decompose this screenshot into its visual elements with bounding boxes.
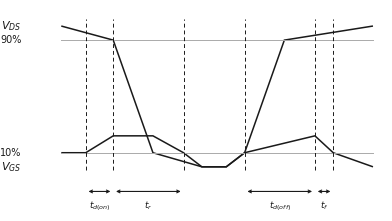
Text: 90%: 90% <box>0 35 22 45</box>
Text: $t_f$: $t_f$ <box>320 199 328 212</box>
Text: $t_{d(on)}$: $t_{d(on)}$ <box>89 199 111 213</box>
Text: $t_{d(off)}$: $t_{d(off)}$ <box>269 199 291 213</box>
Text: 10%: 10% <box>0 148 22 158</box>
Text: $V_{GS}$: $V_{GS}$ <box>1 160 22 174</box>
Text: $V_{DS}$: $V_{DS}$ <box>1 19 22 33</box>
Text: $t_r$: $t_r$ <box>144 199 152 212</box>
